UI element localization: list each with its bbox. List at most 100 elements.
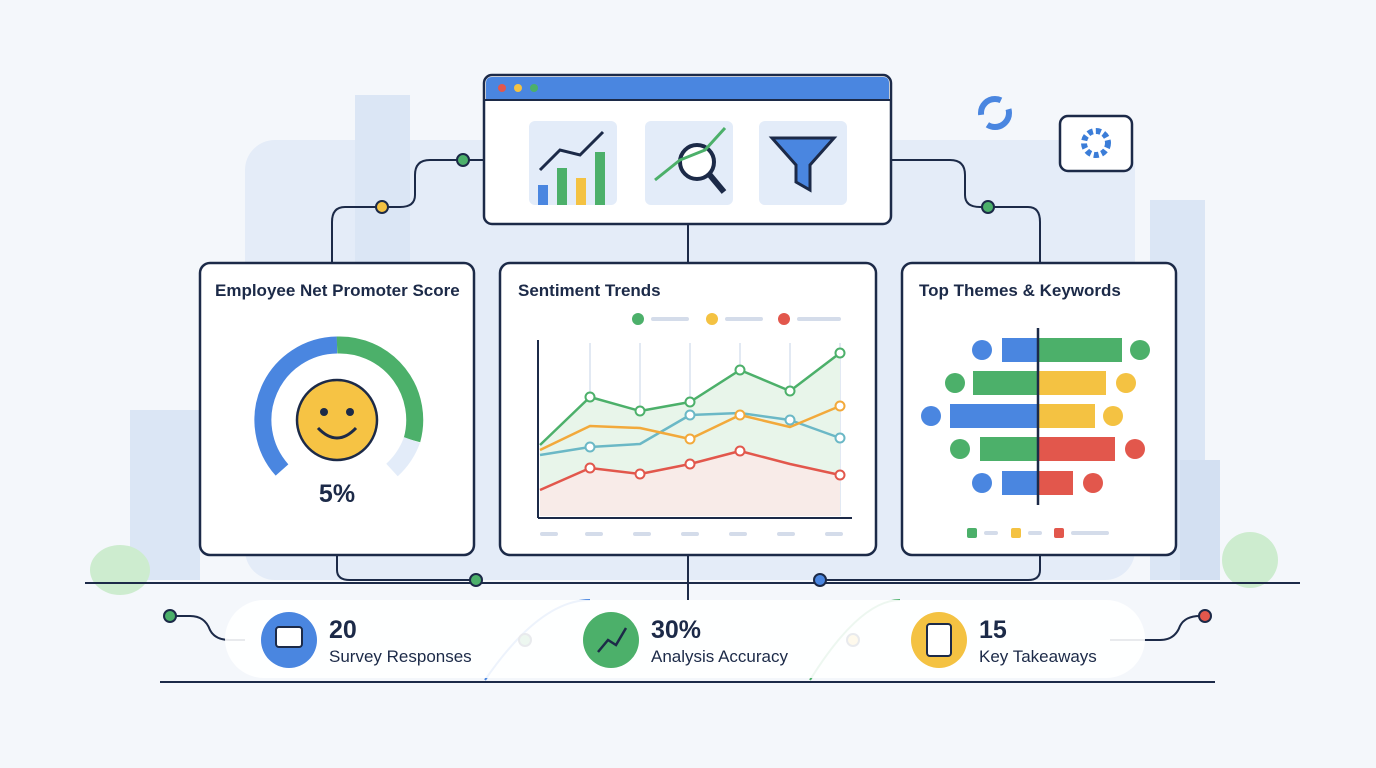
sentiment-panel-g-rect (585, 532, 603, 536)
stats-strip-polyline (597, 627, 628, 653)
background-circle (1081, 128, 1111, 158)
stats-strip-rect (926, 623, 952, 657)
nps-panel-path (254, 336, 338, 476)
sentiment-panel-g-rect (777, 532, 795, 536)
nps-panel-circle (295, 378, 379, 462)
sentiment-panel-g-circle (734, 445, 746, 457)
themes-panel-rect (1028, 531, 1042, 535)
stat-value: 15 (979, 616, 1007, 644)
sentiment-panel-g-rect (825, 532, 843, 536)
browser-window-circle (530, 84, 538, 92)
stat-label: Analysis Accuracy (651, 647, 788, 666)
sentiment-panel (498, 261, 878, 557)
sentiment-panel-g-circle (784, 385, 796, 397)
nps-panel (198, 261, 476, 557)
sentiment-panel-g-circle (684, 409, 696, 421)
browser-window-circle (514, 84, 522, 92)
themes-panel-rect (1038, 437, 1115, 461)
themes-panel-circle (1116, 373, 1136, 393)
themes-panel-rect (1038, 338, 1122, 362)
connectors-path (170, 615, 245, 641)
sentiment-panel-g-circle (734, 409, 746, 421)
background-rect (1180, 460, 1220, 580)
themes-panel-circle (921, 406, 941, 426)
connectors-circle (456, 153, 470, 167)
browser-window-circle (678, 143, 716, 181)
sentiment-panel-g-rect (540, 532, 558, 536)
themes-panel-rect (984, 531, 998, 535)
connectors-circle (981, 200, 995, 214)
browser-window-line (706, 172, 727, 194)
background-rect (355, 95, 410, 265)
sentiment-panel-circle (778, 313, 790, 325)
background-rect (130, 410, 200, 580)
nps-panel-path (336, 336, 424, 443)
themes-panel-rect (1038, 404, 1095, 428)
stats-strip-rect (275, 626, 303, 648)
connectors-path (336, 555, 476, 581)
browser-window-polyline (538, 130, 605, 172)
sentiment-panel-rect (725, 317, 763, 321)
sentiment-panel-g-circle (684, 458, 696, 470)
connectors-path (820, 555, 1041, 581)
themes-panel-circle (1083, 473, 1103, 493)
background-circle (978, 96, 1012, 130)
themes-panel-circle (1130, 340, 1150, 360)
stats-strip (225, 600, 1145, 678)
stats-strip-rect (225, 600, 1145, 678)
sentiment-panel-g-circle (634, 405, 646, 417)
themes-panel-rect (1011, 528, 1021, 538)
sentiment-panel-g-circle (684, 396, 696, 408)
sentiment-panel-g (584, 347, 846, 481)
sentiment-panel-g-circle (784, 414, 796, 426)
connectors-circle (375, 200, 389, 214)
themes-panel-rect (1054, 528, 1064, 538)
nps-panel-path (386, 436, 420, 477)
themes-panel-rect (973, 371, 1038, 395)
stat-label: Key Takeaways (979, 647, 1097, 666)
themes-panel-circle (972, 473, 992, 493)
connectors-circle (1198, 609, 1212, 623)
themes-panel-circle (1103, 406, 1123, 426)
themes-panel (900, 261, 1178, 557)
themes-panel-circle (972, 340, 992, 360)
sentiment-panel-g-circle (734, 364, 746, 376)
browser-window-rect (538, 185, 548, 205)
sentiment-panel-g-circle (834, 400, 846, 412)
sentiment-panel-g-rect (633, 532, 651, 536)
browser-window-rect (576, 178, 586, 205)
browser-window-polyline (654, 126, 727, 182)
browser-window-circle (498, 84, 506, 92)
connectors-circle (163, 609, 177, 623)
sentiment-panel-rect (651, 317, 689, 321)
sentiment-panel-polygon (540, 451, 840, 516)
themes-panel-rect (1071, 531, 1109, 535)
themes-panel-rect (1038, 371, 1106, 395)
connectors-circle (469, 573, 483, 587)
sentiment-panel-g-circle (634, 468, 646, 480)
stats-strip-circle (583, 612, 639, 668)
nps-panel-circle (346, 408, 354, 416)
sentiment-panel-g (540, 532, 843, 536)
themes-panel-rect (980, 437, 1038, 461)
browser-window (482, 73, 893, 226)
browser-window-path (768, 136, 838, 193)
connectors-path (891, 159, 1041, 263)
themes-panel-rect (1002, 338, 1038, 362)
sentiment-panel-circle (706, 313, 718, 325)
background-rect (1058, 114, 1134, 173)
themes-panel-rect (950, 404, 1038, 428)
sentiment-panel-g-circle (584, 462, 596, 474)
browser-window-path (486, 77, 889, 100)
nps-value: 5% (319, 480, 355, 508)
sentiment-panel-g-circle (834, 347, 846, 359)
sentiment-panel-g-circle (684, 433, 696, 445)
themes-panel-rect (967, 528, 977, 538)
themes-panel-circle (1125, 439, 1145, 459)
sentiment-panel-g-circle (834, 469, 846, 481)
stat-value: 20 (329, 616, 357, 644)
sentiment-panel-circle (632, 313, 644, 325)
browser-window-rect (595, 152, 605, 205)
sentiment-panel-g-circle (584, 441, 596, 453)
